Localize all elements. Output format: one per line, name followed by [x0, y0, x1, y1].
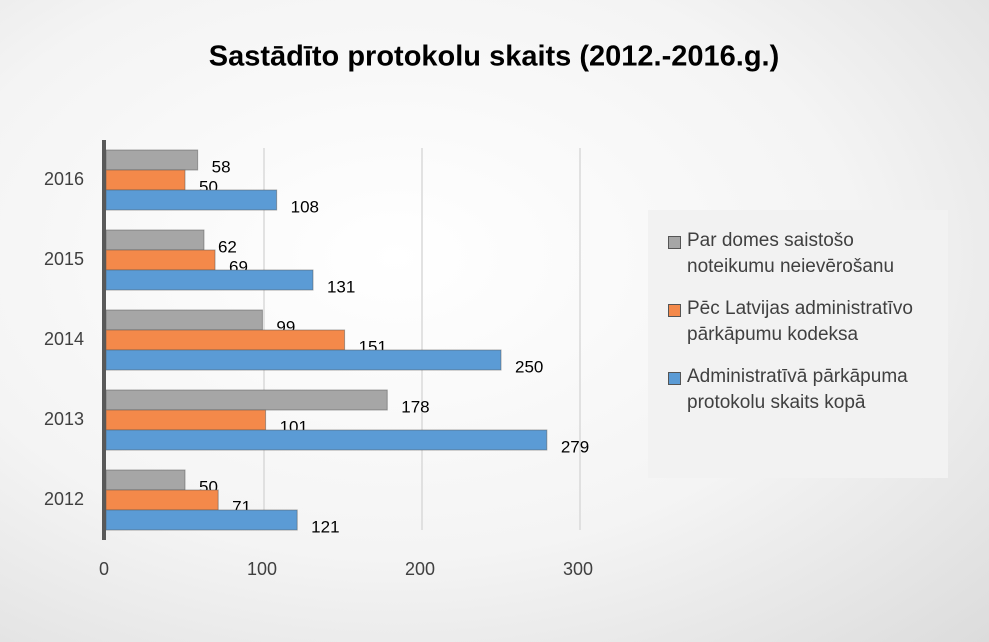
- legend: Par domes saistošo noteikumu neievērošan…: [648, 210, 948, 478]
- bar: [105, 149, 199, 171]
- legend-item: Administratīvā pārkāpuma protokolu skait…: [668, 364, 938, 416]
- bar: [105, 169, 186, 191]
- y-tick-label: 2013: [44, 409, 84, 429]
- bar: [105, 269, 314, 291]
- y-tick-label: 2015: [44, 249, 84, 269]
- bar: [105, 469, 186, 491]
- bar: [105, 429, 548, 451]
- bar: [105, 189, 278, 211]
- x-tick-label: 200: [405, 559, 435, 579]
- legend-swatch: [668, 236, 681, 249]
- legend-item: Par domes saistošo noteikumu neievērošan…: [668, 228, 938, 280]
- bar: [105, 349, 502, 371]
- bar: [105, 329, 346, 351]
- data-label: 178: [401, 397, 429, 416]
- legend-item: Pēc Latvijas administratīvo pārkāpumu ko…: [668, 296, 938, 348]
- y-tick-label: 2016: [44, 169, 84, 189]
- x-tick-label: 0: [99, 559, 109, 579]
- legend-label: Pēc Latvijas administratīvo pārkāpumu ko…: [687, 298, 913, 345]
- data-label: 108: [291, 197, 319, 216]
- y-tick-label: 2014: [44, 329, 84, 349]
- bar: [105, 249, 216, 271]
- data-label: 250: [515, 357, 543, 376]
- data-label: 62: [218, 237, 237, 256]
- legend-label: Par domes saistošo noteikumu neievērošan…: [687, 230, 895, 277]
- bar: [105, 509, 298, 531]
- y-tick-label: 2012: [44, 489, 84, 509]
- x-tick-label: 100: [247, 559, 277, 579]
- chart-title: Sastādīto protokolu skaits (2012.-2016.g…: [209, 41, 780, 73]
- bar: [105, 489, 219, 511]
- x-tick-label: 300: [563, 559, 593, 579]
- bar: [105, 409, 267, 431]
- bar: [105, 309, 263, 331]
- data-label: 121: [311, 517, 339, 536]
- data-label: 58: [212, 157, 231, 176]
- data-label: 131: [327, 277, 355, 296]
- bar: [105, 229, 205, 251]
- legend-label: Administratīvā pārkāpuma protokolu skait…: [687, 366, 908, 413]
- data-label: 279: [561, 437, 589, 456]
- bar: [105, 389, 388, 411]
- legend-swatch: [668, 304, 681, 317]
- legend-swatch: [668, 372, 681, 385]
